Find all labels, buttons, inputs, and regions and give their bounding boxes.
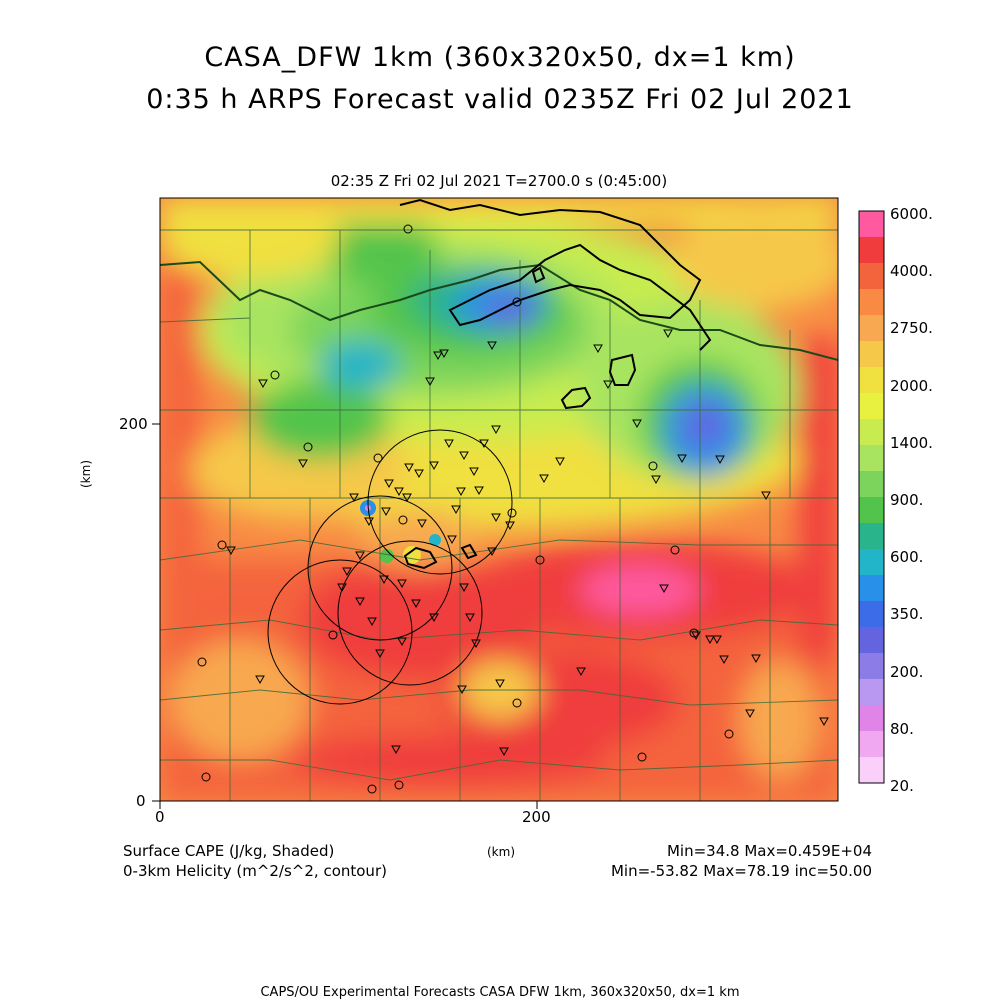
colorbar-swatch <box>859 731 884 758</box>
colorbar-swatch <box>859 601 884 628</box>
x-tick-0: 0 <box>155 808 165 826</box>
colorbar-label: 200. <box>890 662 924 681</box>
y-axis-label: (km) <box>79 459 93 488</box>
colorbar-swatch <box>859 627 884 654</box>
colorbar-label: 6000. <box>890 205 933 223</box>
colorbar-swatch <box>859 549 884 576</box>
station-circles <box>197 224 734 794</box>
colorbar-swatch <box>859 393 884 420</box>
y-tick-0: 0 <box>136 792 146 810</box>
axis-ticks <box>152 423 538 809</box>
colorbar-swatch <box>859 315 884 342</box>
colorbar-swatch <box>859 263 884 290</box>
y-tick-200: 200 <box>119 415 148 433</box>
footer-contour-range: Min=-53.82 Max=78.19 inc=50.00 <box>610 862 872 880</box>
colorbar-swatch <box>859 679 884 706</box>
credit-line: CAPS/OU Experimental Forecasts CASA DFW … <box>260 985 740 1000</box>
colorbar-swatch <box>859 705 884 732</box>
colorbar-swatch <box>859 445 884 472</box>
colorbar-label: 2750. <box>890 319 933 338</box>
footer-shaded-range: Min=34.8 Max=0.459E+04 <box>666 842 872 860</box>
colorbar-label: 600. <box>890 548 924 567</box>
colorbar-swatch <box>859 497 884 524</box>
colorbar-swatch <box>859 289 884 316</box>
state-boundary <box>160 260 838 361</box>
helicity-contours <box>399 198 712 570</box>
colorbar-swatch <box>859 471 884 498</box>
x-axis-label: (km) <box>487 845 516 859</box>
colorbar-swatch <box>859 575 884 602</box>
colorbar-label: 4000. <box>890 262 933 281</box>
colorbar-label: 80. <box>890 719 914 738</box>
footer-field-shaded: Surface CAPE (J/kg, Shaded) <box>123 842 335 860</box>
colorbar-label: 20. <box>890 777 914 795</box>
footer-field-contour: 0-3km Helicity (m^2/s^2, contour) <box>123 862 387 880</box>
colorbar-swatch <box>859 367 884 394</box>
colorbar-frame <box>858 210 885 784</box>
colorbar-label: 350. <box>890 605 924 624</box>
x-tick-200: 200 <box>522 808 551 826</box>
title-line-1: CASA_DFW 1km (360x320x50, dx=1 km) <box>204 42 796 73</box>
colorbar-label: 2000. <box>890 376 933 395</box>
colorbar-swatch <box>859 211 884 238</box>
colorbar-label: 1400. <box>890 433 933 452</box>
colorbar-swatch <box>859 757 884 784</box>
station-markers <box>226 329 829 757</box>
colorbar-swatch <box>859 419 884 446</box>
title-line-2: 0:35 h ARPS Forecast valid 0235Z Fri 02 … <box>146 84 854 115</box>
colorbar <box>858 210 885 784</box>
colorbar-swatch <box>859 653 884 680</box>
colorbar-swatch <box>859 237 884 264</box>
radar-rings <box>267 429 513 705</box>
plot-subtitle: 02:35 Z Fri 02 Jul 2021 T=2700.0 s (0:45… <box>330 172 668 190</box>
colorbar-swatch <box>859 341 884 368</box>
colorbar-swatch <box>859 523 884 550</box>
colorbar-label: 900. <box>890 491 924 509</box>
plot-frame <box>159 197 839 802</box>
